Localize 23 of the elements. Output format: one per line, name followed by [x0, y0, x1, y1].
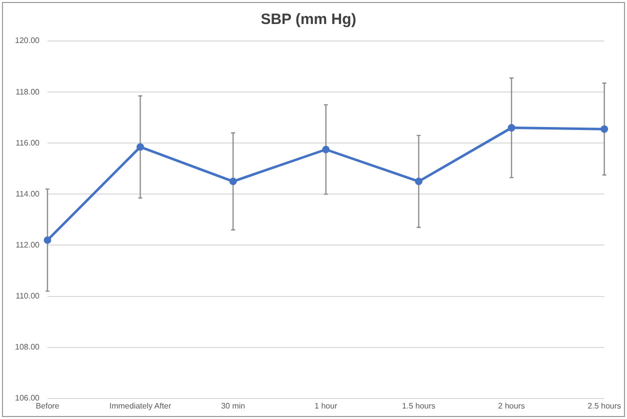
point: [136, 143, 144, 151]
y-tick-label: 106.00: [15, 394, 40, 403]
y-tick-label: 118.00: [16, 87, 40, 96]
point: [229, 178, 237, 186]
y-tick-label: 116.00: [16, 138, 40, 148]
point: [508, 124, 516, 132]
x-tick-label: 1.5 hours: [402, 401, 436, 410]
x-tick-label: Immediately After: [109, 401, 172, 410]
chart-title: SBP (mm Hg): [260, 11, 356, 28]
x-tick-label: Before: [36, 401, 60, 410]
x-tick-label: 2.5 hours: [588, 401, 621, 410]
point: [414, 178, 422, 186]
x-tick-label: 1 hour: [314, 401, 338, 410]
point: [44, 236, 52, 244]
point: [600, 125, 608, 133]
point: [322, 146, 330, 154]
y-tick-label: 110.00: [16, 291, 40, 300]
y-tick-label: 114.00: [16, 189, 40, 198]
y-tick-label: 112.00: [16, 240, 40, 250]
x-tick-label: 30 min: [221, 401, 246, 410]
y-tick-label: 108.00: [15, 342, 40, 352]
y-tick-label: 120.00: [15, 36, 40, 46]
x-tick-label: 2 hours: [498, 401, 525, 410]
